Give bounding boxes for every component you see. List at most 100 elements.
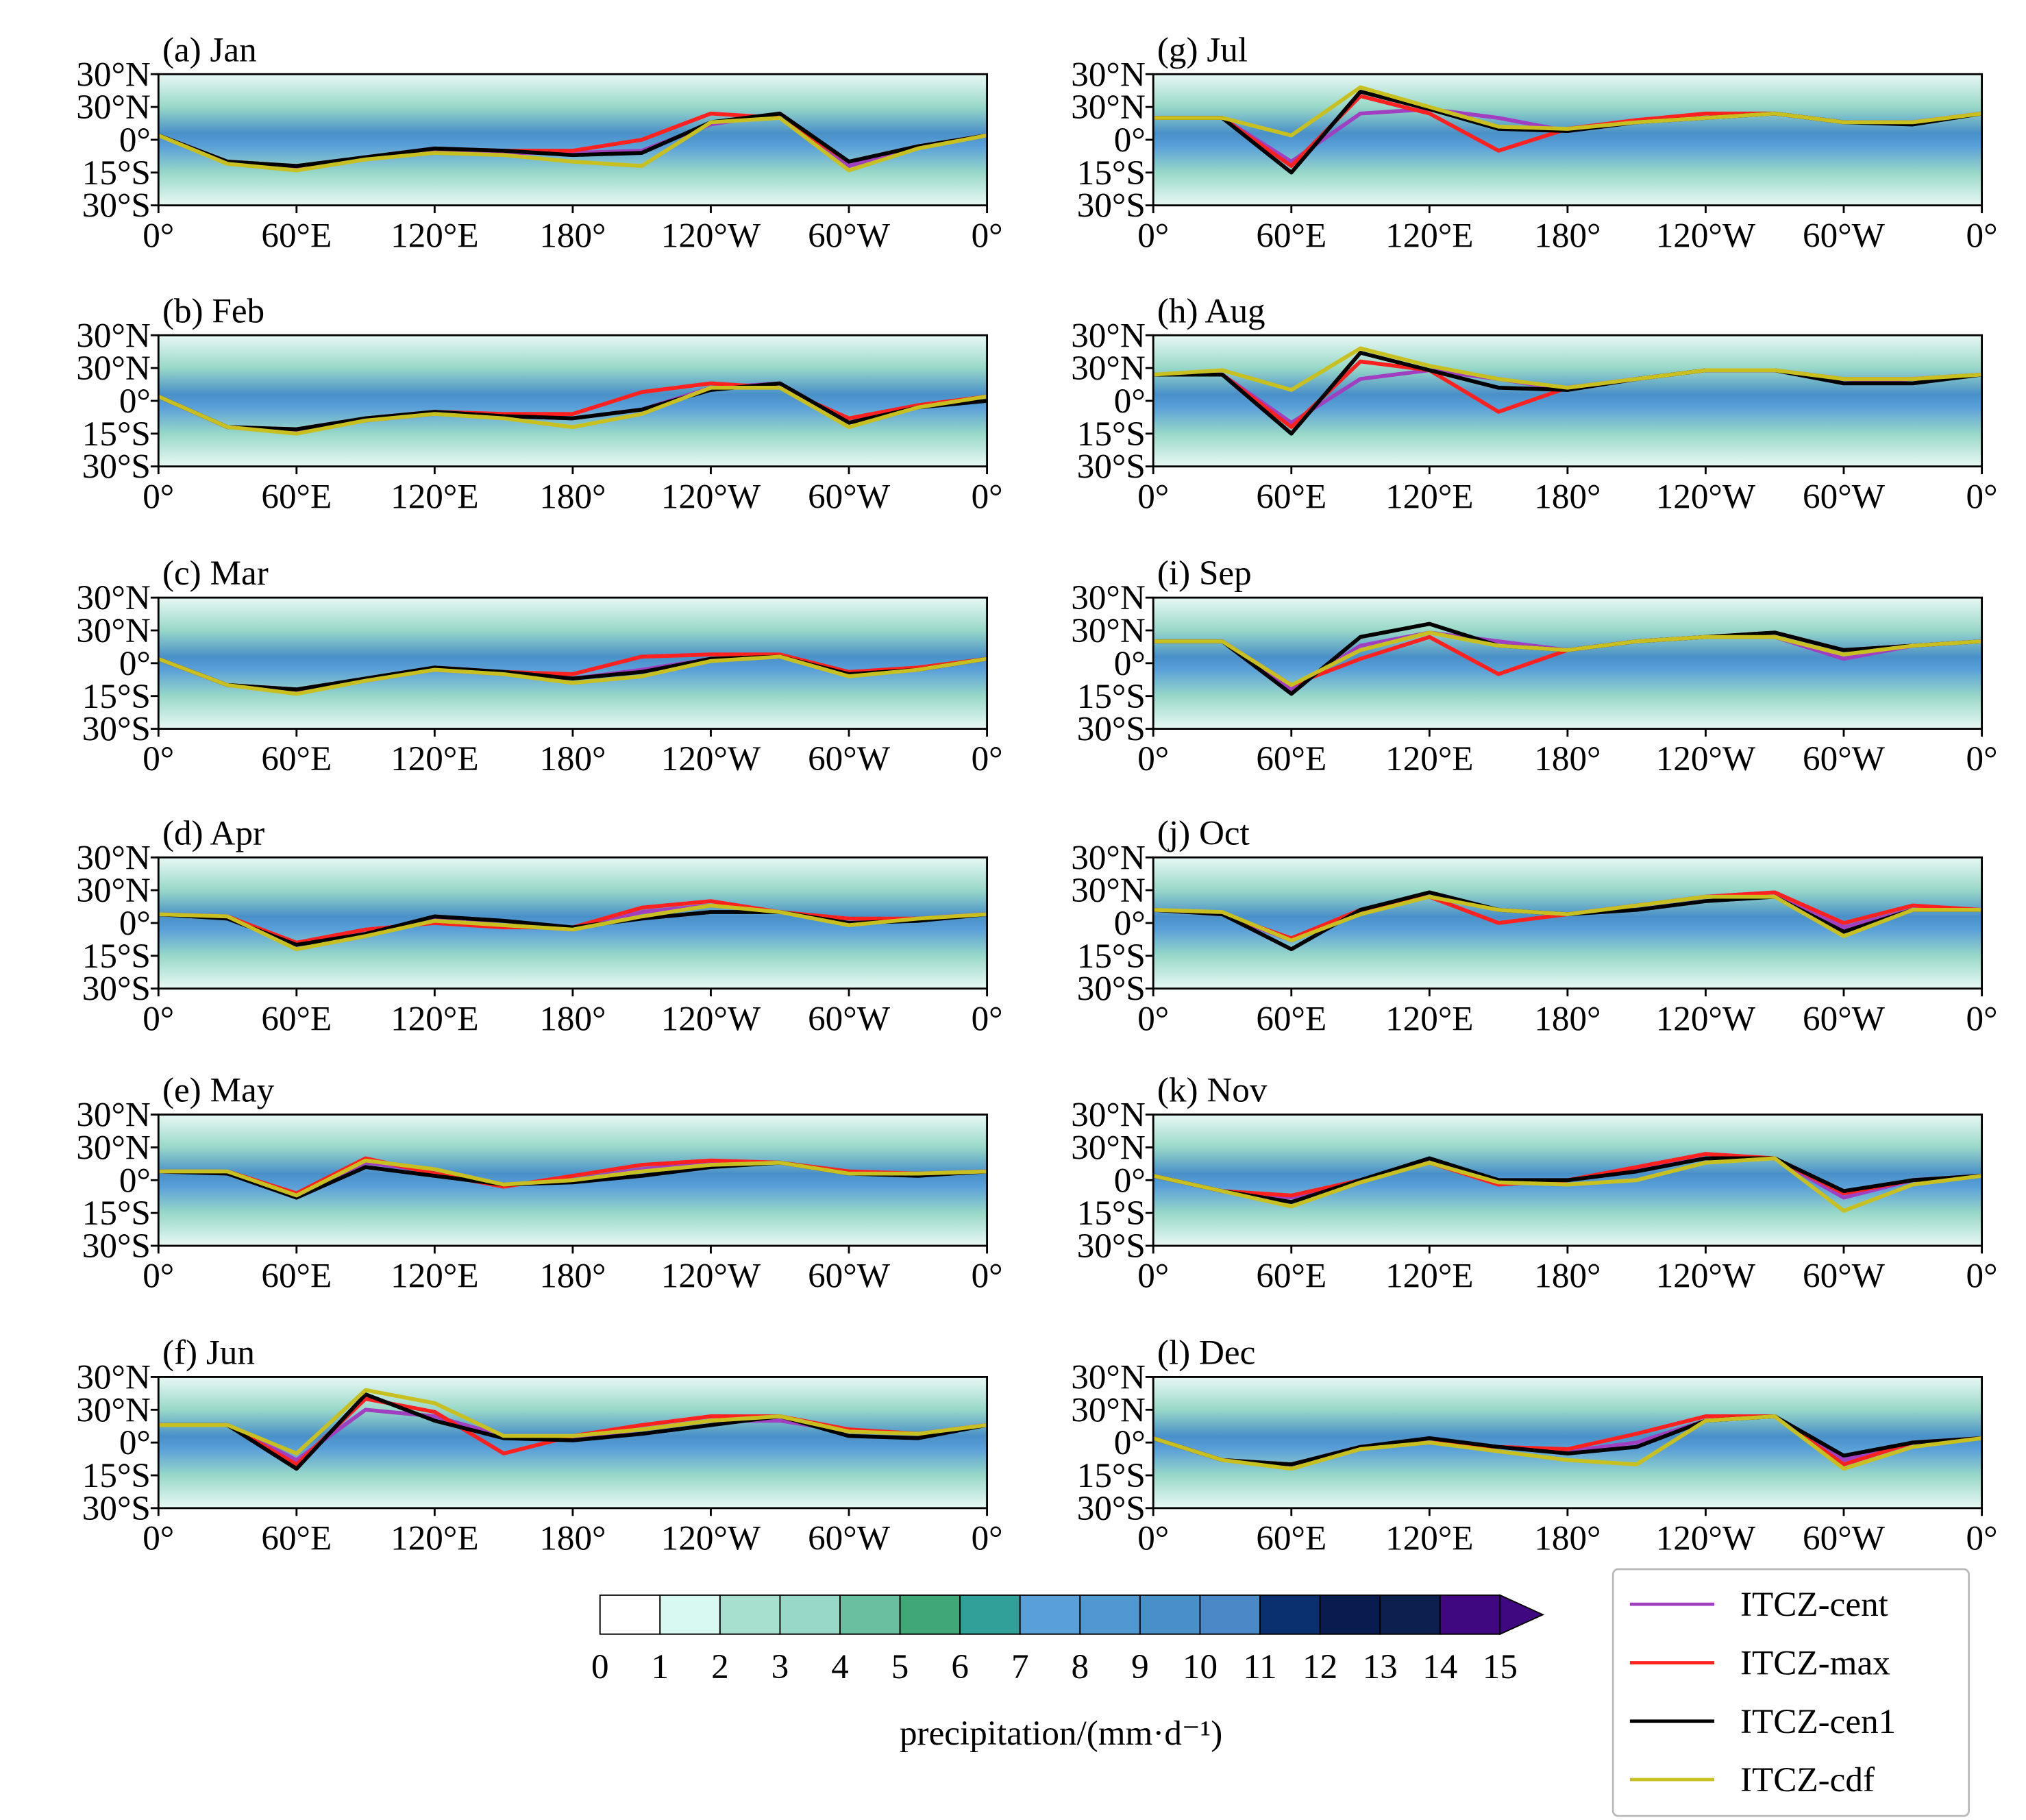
colorbar-tick-label: 8	[1072, 1647, 1089, 1686]
y-tick-label: 30°S	[82, 1227, 151, 1266]
itcz-line	[158, 654, 988, 696]
y-tick-label: 0°	[1114, 1161, 1146, 1200]
colorbar-bin	[1319, 1594, 1381, 1635]
x-tick-label: 0°	[143, 999, 174, 1038]
y-tick-label: 30°S	[82, 970, 151, 1009]
x-tick-label: 120°E	[391, 477, 478, 516]
colorbar-tick-label: 11	[1243, 1647, 1276, 1686]
colorbar-bin	[779, 1594, 841, 1635]
y-tick-label: 15°S	[82, 1194, 151, 1233]
y-tick-label: 30°N	[76, 1128, 151, 1167]
itcz-line	[1152, 1414, 1982, 1466]
panel-title: (a) Jan	[162, 30, 257, 69]
colorbar-tick-label: 4	[831, 1647, 849, 1686]
panel-title: (i) Sep	[1157, 554, 1252, 593]
x-tick-label: 0°	[1137, 739, 1169, 778]
legend-box	[1611, 1568, 1971, 1817]
precip-field	[158, 74, 987, 206]
x-tick-label: 0°	[1137, 1519, 1169, 1558]
x-tick-label: 0°	[1137, 999, 1169, 1038]
x-tick-label: 180°	[539, 999, 606, 1038]
legend-label: ITCZ-cdf	[1740, 1760, 1875, 1799]
x-tick-label: 120°W	[1656, 999, 1756, 1038]
colorbar-label: precipitation/(mm·d⁻¹)	[900, 1714, 1222, 1753]
itcz-line	[158, 111, 988, 169]
x-tick-label: 120°E	[391, 1519, 478, 1558]
panel-title: (e) May	[162, 1071, 275, 1110]
colorbar-bin	[1139, 1594, 1201, 1635]
y-tick-label: 15°S	[1077, 937, 1146, 976]
panel-title: (c) Mar	[162, 554, 269, 593]
y-tick-label: 15°S	[1077, 153, 1146, 193]
precip-field	[158, 335, 987, 467]
y-tick-label: 30°N	[76, 88, 151, 127]
panel-title: (k) Nov	[1157, 1071, 1268, 1110]
colorbar-tick-label: 5	[891, 1647, 909, 1686]
x-tick-label: 60°E	[261, 477, 332, 516]
x-tick-label: 180°	[539, 1257, 606, 1296]
x-tick-label: 0°	[972, 739, 1003, 778]
x-tick-label: 0°	[1966, 1257, 1998, 1296]
colorbar-tick-label: 15	[1483, 1647, 1518, 1686]
x-tick-label: 180°	[539, 739, 606, 778]
y-tick-label: 0°	[1114, 121, 1146, 160]
itcz-line	[158, 654, 988, 691]
x-tick-label: 60°W	[808, 739, 891, 778]
panel-title: (h) Aug	[1157, 291, 1265, 330]
x-tick-label: 120°W	[661, 1257, 761, 1296]
colorbar-bin	[1199, 1594, 1261, 1635]
y-tick-label: 0°	[119, 382, 151, 421]
colorbar-tick-label: 7	[1011, 1647, 1029, 1686]
x-tick-label: 60°W	[1803, 739, 1886, 778]
x-tick-label: 60°E	[1256, 999, 1326, 1038]
itcz-line	[158, 111, 988, 171]
y-tick-label: 30°S	[1077, 186, 1146, 225]
x-tick-label: 60°W	[1803, 1257, 1886, 1296]
y-tick-label: 30°N	[76, 349, 151, 388]
colorbar-tick-label: 3	[771, 1647, 789, 1686]
panel-title: (g) Jul	[1157, 30, 1248, 69]
y-tick-label: 30°N	[76, 55, 151, 94]
itcz-line	[158, 1388, 987, 1455]
x-tick-label: 120°E	[1385, 477, 1473, 516]
colorbar-bin	[959, 1594, 1021, 1635]
y-tick-label: 30°S	[82, 186, 151, 225]
y-tick-label: 30°N	[76, 871, 151, 910]
y-tick-label: 0°	[119, 644, 151, 683]
x-tick-label: 0°	[1966, 739, 1998, 778]
x-tick-label: 180°	[1534, 999, 1601, 1038]
colorbar-bin	[1379, 1594, 1441, 1635]
colorbar-tick-label: 1	[652, 1647, 669, 1686]
x-tick-label: 0°	[1966, 216, 1998, 255]
x-tick-label: 120°W	[661, 1519, 761, 1558]
x-tick-label: 180°	[1534, 1257, 1601, 1296]
x-tick-label: 180°	[539, 477, 606, 516]
y-tick-label: 15°S	[82, 1456, 151, 1495]
x-tick-label: 180°	[1534, 477, 1601, 516]
y-tick-label: 30°N	[1071, 1096, 1146, 1135]
y-tick-label: 0°	[1114, 644, 1146, 683]
y-tick-label: 30°N	[1071, 1128, 1146, 1167]
itcz-line	[1152, 1414, 1982, 1471]
colorbar-tick-label: 6	[951, 1647, 969, 1686]
x-tick-label: 0°	[143, 1519, 174, 1558]
x-tick-label: 60°W	[808, 477, 891, 516]
x-tick-label: 120°E	[1385, 216, 1473, 255]
colorbar-bin	[1019, 1594, 1081, 1635]
colorbar-tick-label: 9	[1131, 1647, 1149, 1686]
colorbar-bin	[899, 1594, 961, 1635]
y-tick-label: 0°	[1114, 1423, 1146, 1462]
x-tick-label: 120°E	[1385, 1257, 1473, 1296]
x-tick-label: 120°E	[1385, 739, 1473, 778]
y-tick-label: 30°N	[1071, 88, 1146, 127]
precip-field	[158, 1377, 987, 1508]
y-tick-label: 15°S	[82, 153, 151, 193]
panel-title: (f) Jun	[162, 1333, 255, 1372]
x-tick-label: 60°W	[1803, 1519, 1886, 1558]
colorbar-tick-label: 2	[711, 1647, 729, 1686]
y-tick-label: 30°S	[82, 710, 151, 749]
y-tick-label: 15°S	[1077, 1456, 1146, 1495]
colorbar-tick-label: 12	[1302, 1647, 1337, 1686]
x-tick-label: 60°W	[808, 1257, 891, 1296]
